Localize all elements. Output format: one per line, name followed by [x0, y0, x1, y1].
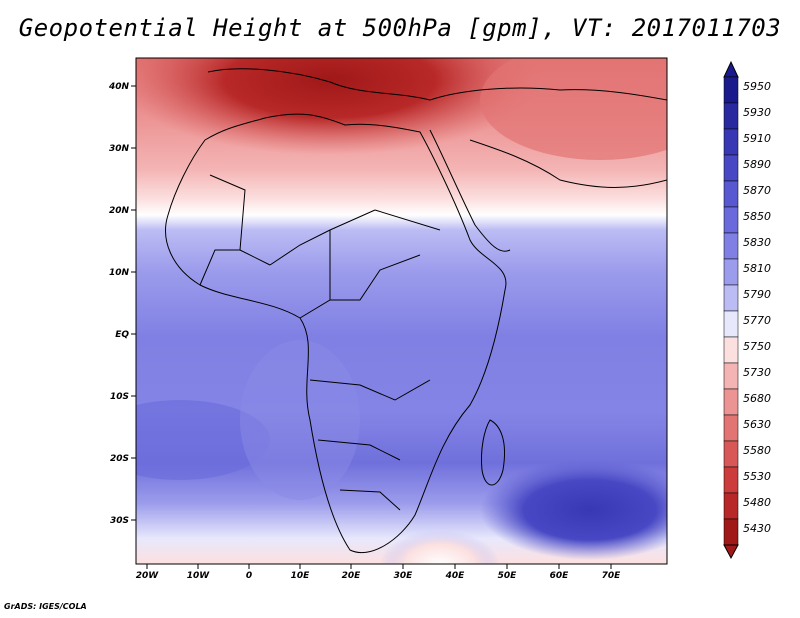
colorbar-swatch	[723, 492, 739, 520]
chart-title: Geopotential Height at 500hPa [gpm], VT:…	[18, 14, 782, 42]
colorbar-label: 5480	[743, 496, 771, 509]
colorbar-label: 5910	[743, 132, 771, 145]
lon-label: 30E	[394, 571, 414, 581]
colorbar-label: 5930	[743, 106, 771, 119]
lon-label: 10E	[291, 571, 311, 581]
lat-label: 10S	[110, 392, 129, 402]
colorbar-swatch	[723, 362, 739, 390]
low-height-core	[136, 58, 540, 155]
colorbar-swatch	[723, 284, 739, 312]
height-field	[136, 58, 667, 564]
lat-label: 20N	[109, 206, 130, 216]
coastlines	[165, 68, 667, 554]
lon-label: 70E	[602, 571, 622, 581]
colorbar-swatch	[723, 206, 739, 234]
colorbar-label: 5790	[743, 288, 771, 301]
colorbar-label: 5580	[743, 444, 771, 457]
colorbar-label: 5870	[743, 184, 771, 197]
colorbar-swatch	[723, 518, 739, 546]
colorbar-swatch	[723, 232, 739, 260]
lon-label: 40E	[445, 571, 466, 581]
colorbar-label: 5530	[743, 470, 771, 483]
colorbar-label: 5730	[743, 366, 771, 379]
lon-label: 0	[246, 571, 252, 581]
lat-label: 20S	[110, 454, 129, 464]
colorbar-swatch	[723, 128, 739, 156]
colorbar-label: 5630	[743, 418, 771, 431]
colorbar-label: 5430	[743, 522, 771, 535]
map-frame	[135, 57, 668, 565]
lon-label: 50E	[498, 571, 518, 581]
lat-label: 40N	[108, 82, 130, 92]
lon-label: 60E	[550, 571, 570, 581]
colorbar-label: 5830	[743, 236, 771, 249]
colorbar-swatch	[723, 76, 739, 104]
colorbar-label: 5810	[743, 262, 771, 275]
high-height-core	[480, 460, 667, 560]
colorbar-label: 5850	[743, 210, 771, 223]
lat-label: 10N	[109, 268, 130, 278]
colorbar-swatch	[723, 258, 739, 286]
colorbar-swatch	[723, 180, 739, 208]
colorbar-swatch	[723, 336, 739, 364]
lon-label: 20W	[136, 571, 160, 581]
lon-label: 20E	[342, 571, 362, 581]
lat-axis: 40N 30N 20N 10N EQ 10S 20S 30S	[108, 82, 136, 526]
colorbar-swatch	[723, 310, 739, 338]
colorbar-swatch	[723, 466, 739, 494]
lat-label: 30S	[110, 516, 129, 526]
colorbar-swatch	[723, 102, 739, 130]
colorbar-swatch	[723, 440, 739, 468]
colorbar-swatch	[723, 154, 739, 182]
lon-axis: 20W 10W 0 10E 20E 30E 40E 50E 60E 70E	[136, 564, 621, 581]
colorbar-label: 5770	[743, 314, 771, 327]
colorbar-swatch	[723, 414, 739, 442]
colorbar-swatch	[723, 388, 739, 416]
footer-credit: GrADS: IGES/COLA	[4, 602, 87, 611]
colorbar-label: 5890	[743, 158, 771, 171]
colorbar-label: 5750	[743, 340, 771, 353]
colorbar: 5950 5930 5910 5890 5870 5850 5830 5810 …	[723, 60, 771, 560]
lat-label: 30N	[109, 144, 130, 154]
colorbar-label: 5680	[743, 392, 771, 405]
colorbar-label: 5950	[743, 80, 771, 93]
lat-label: EQ	[115, 330, 129, 340]
colorbar-top-arrow	[723, 60, 739, 78]
lon-label: 10W	[187, 571, 211, 581]
colorbar-bottom-arrow	[723, 544, 739, 560]
